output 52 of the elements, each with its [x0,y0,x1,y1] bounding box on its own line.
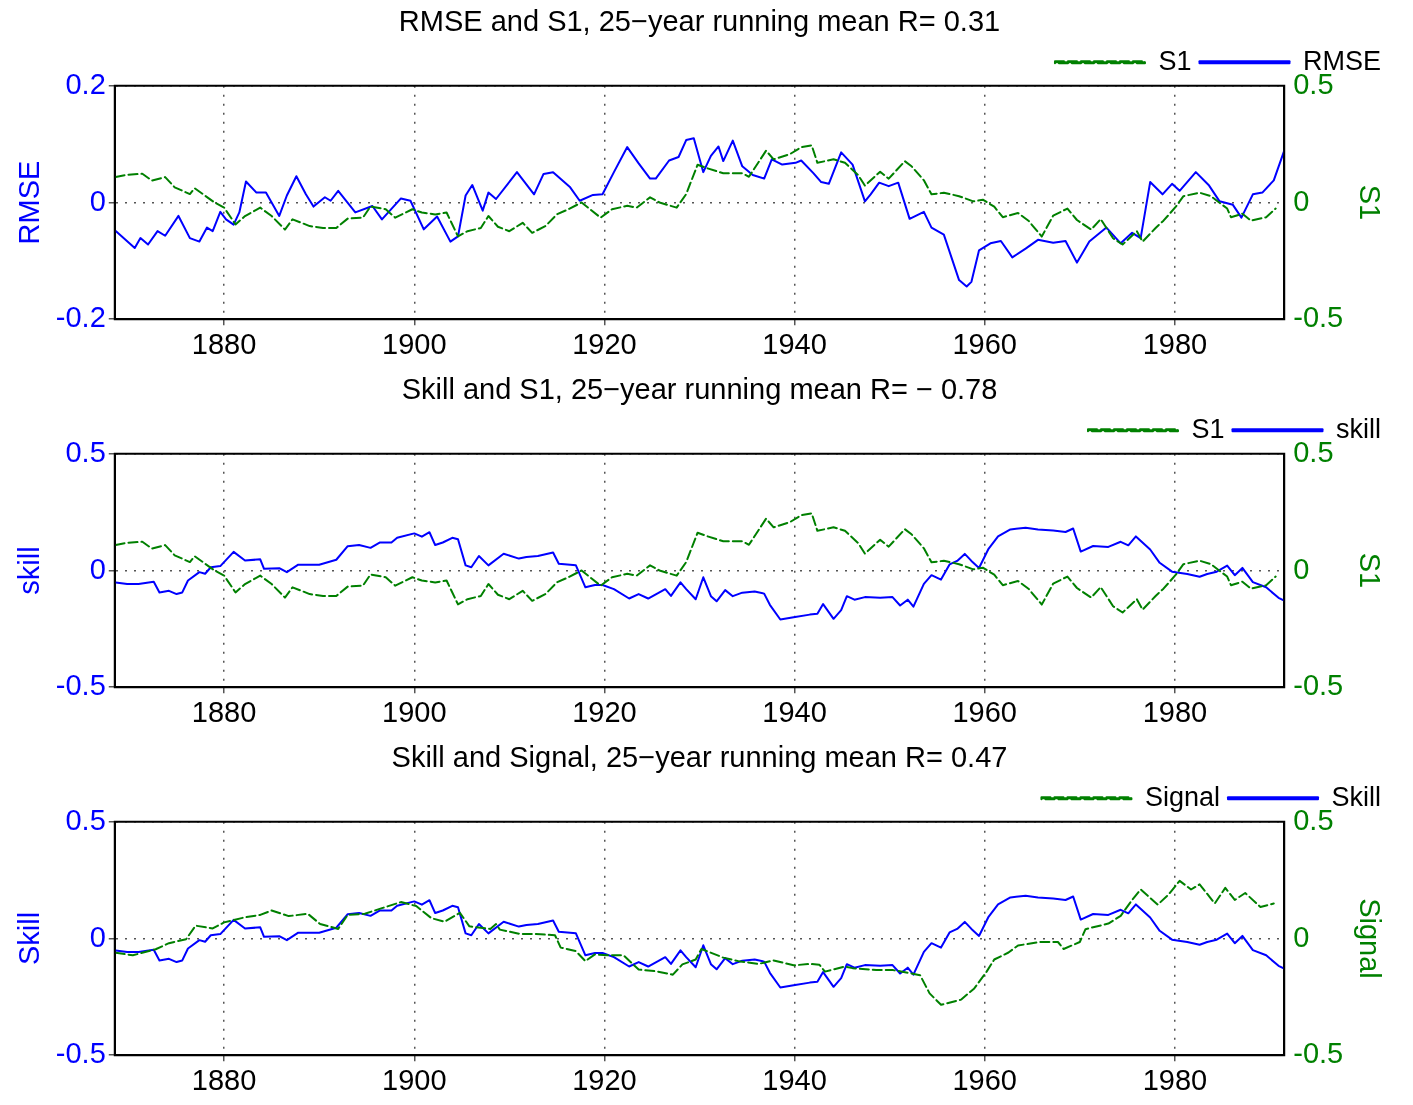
x-tick-label: 1940 [762,695,827,728]
x-tick-label: 1960 [952,1063,1017,1096]
y-tick-label: 0.5 [65,803,106,836]
x-tick-label: 1880 [191,327,257,360]
legend-label: S1 [1191,413,1225,444]
x-tick-label: 1920 [572,695,637,728]
y2-tick-label: 0 [1293,552,1310,585]
x-tick-label: 1880 [191,1063,257,1096]
x-tick-label: 1960 [952,695,1017,728]
line-series [114,512,1277,614]
y-tick-label: 0 [89,920,106,953]
x-tick-label: 1900 [382,1063,447,1096]
x-tick-label: 1900 [382,695,447,728]
y2-tick-label: 0.5 [1293,803,1334,836]
line-series [114,144,1277,246]
y2-tick-label: -0.5 [1293,301,1344,334]
x-tick-label: 1900 [382,327,447,360]
y-tick-label: -0.5 [55,1037,106,1070]
y2-tick-label: -0.5 [1293,669,1344,702]
legend-label: S1 [1158,45,1192,76]
y-axis-title: RMSE [13,160,46,245]
y-tick-label: -0.2 [55,301,106,334]
x-tick-label: 1960 [952,327,1017,360]
y-axis-title: Skill [13,911,46,966]
y-tick-label: 0 [89,184,106,217]
y-tick-label: 0.5 [65,435,106,468]
line-series [114,879,1275,1006]
y2-axis-title: S1 [1353,184,1386,221]
x-tick-label: 1940 [762,327,827,360]
y2-tick-label: 0.5 [1293,435,1334,468]
y2-tick-label: -0.5 [1293,1037,1344,1070]
x-tick-label: 1920 [572,1063,637,1096]
y-tick-label: 0 [89,552,106,585]
x-tick-label: 1920 [572,327,637,360]
x-tick-label: 1980 [1142,327,1208,360]
legend-label: Signal [1144,781,1220,812]
y-axis-title: skill [13,546,46,595]
chart-title: Skill and Signal, 25−year running mean R= 0.47 [391,741,1008,774]
x-tick-label: 1980 [1142,1063,1208,1096]
y-tick-label: 0.2 [65,67,106,100]
chart-title: Skill and S1, 25−year running mean R= − 0.78 [401,373,998,406]
legend-label: Skill [1331,781,1382,812]
y2-axis-title: S1 [1353,552,1386,589]
y-tick-label: -0.5 [55,669,106,702]
legend-label: skill [1336,413,1381,444]
y2-tick-label: 0 [1293,184,1310,217]
chart-title: RMSE and S1, 25−year running mean R= 0.31 [398,5,1001,38]
y2-tick-label: 0 [1293,920,1310,953]
y2-axis-title: Signal [1353,898,1386,979]
x-tick-label: 1880 [191,695,257,728]
x-tick-label: 1940 [762,1063,827,1096]
x-tick-label: 1980 [1142,695,1208,728]
